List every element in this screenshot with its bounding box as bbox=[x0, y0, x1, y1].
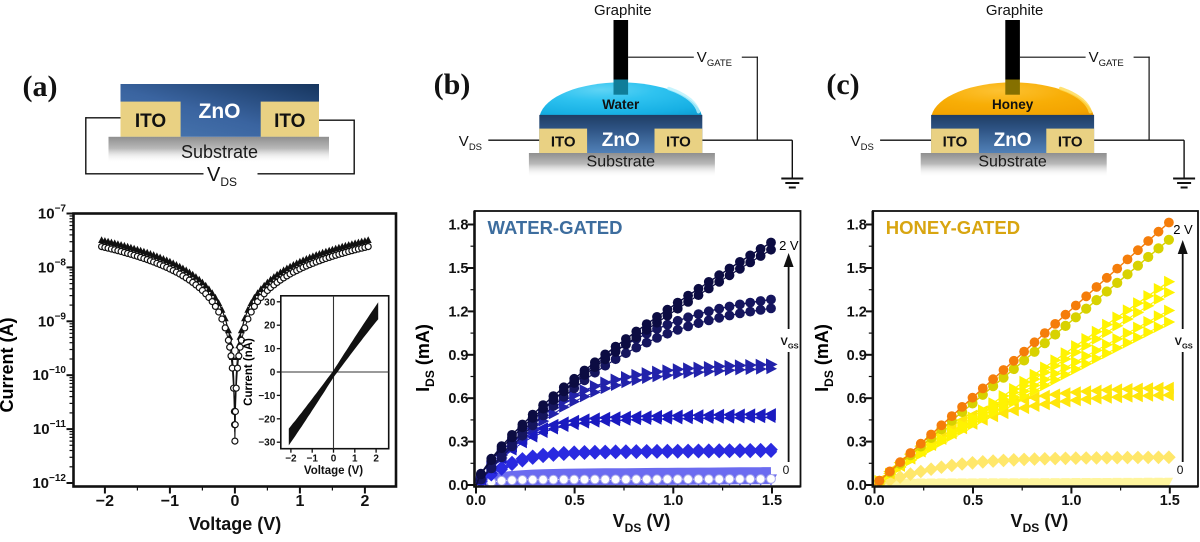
svg-text:0.6: 0.6 bbox=[847, 391, 867, 407]
svg-text:Voltage (V): Voltage (V) bbox=[189, 514, 282, 534]
svg-text:30: 30 bbox=[264, 297, 276, 308]
svg-text:ITO: ITO bbox=[943, 134, 968, 151]
svg-text:1: 1 bbox=[352, 454, 358, 465]
svg-text:1.0: 1.0 bbox=[1061, 493, 1081, 509]
svg-text:(c): (c) bbox=[826, 68, 859, 101]
svg-text:1.0: 1.0 bbox=[663, 493, 683, 509]
svg-text:0.9: 0.9 bbox=[847, 348, 867, 364]
svg-text:1.5: 1.5 bbox=[847, 261, 867, 277]
svg-text:0.3: 0.3 bbox=[847, 435, 867, 451]
svg-text:Voltage (V): Voltage (V) bbox=[304, 465, 363, 477]
svg-text:0.0: 0.0 bbox=[466, 493, 486, 509]
svg-text:1.2: 1.2 bbox=[448, 304, 468, 320]
svg-text:1.5: 1.5 bbox=[762, 493, 782, 509]
svg-text:ITO: ITO bbox=[666, 134, 691, 151]
svg-text:−2: −2 bbox=[285, 454, 297, 465]
svg-text:0: 0 bbox=[230, 493, 239, 510]
svg-text:−2: −2 bbox=[96, 493, 114, 510]
svg-text:(b): (b) bbox=[434, 68, 471, 101]
svg-text:−20: −20 bbox=[258, 414, 275, 425]
svg-text:−1: −1 bbox=[161, 493, 179, 510]
svg-text:ITO: ITO bbox=[1058, 134, 1083, 151]
svg-text:ZnO: ZnO bbox=[994, 130, 1032, 151]
svg-text:2 V: 2 V bbox=[779, 238, 799, 253]
svg-text:ITO: ITO bbox=[135, 111, 166, 132]
svg-text:Current (nA): Current (nA) bbox=[243, 338, 255, 406]
svg-text:−10: −10 bbox=[258, 391, 275, 402]
svg-text:Honey: Honey bbox=[992, 97, 1034, 112]
svg-text:−30: −30 bbox=[258, 438, 275, 449]
svg-text:1.8: 1.8 bbox=[847, 218, 867, 234]
svg-text:Current (A): Current (A) bbox=[0, 318, 17, 413]
svg-text:−1: −1 bbox=[306, 454, 318, 465]
svg-text:Substrate: Substrate bbox=[978, 154, 1047, 171]
svg-text:2: 2 bbox=[373, 454, 379, 465]
svg-text:0.0: 0.0 bbox=[448, 478, 468, 494]
svg-text:Graphite: Graphite bbox=[986, 2, 1044, 19]
svg-text:0: 0 bbox=[331, 454, 337, 465]
svg-text:Substrate: Substrate bbox=[587, 154, 656, 171]
svg-text:2: 2 bbox=[360, 493, 369, 510]
svg-text:1: 1 bbox=[295, 493, 304, 510]
svg-text:1.8: 1.8 bbox=[448, 218, 468, 234]
svg-text:0.3: 0.3 bbox=[448, 435, 468, 451]
svg-text:0.9: 0.9 bbox=[448, 348, 468, 364]
svg-text:0: 0 bbox=[1177, 463, 1184, 477]
svg-text:10: 10 bbox=[264, 344, 276, 355]
svg-text:ITO: ITO bbox=[551, 134, 576, 151]
svg-text:Substrate: Substrate bbox=[181, 142, 258, 162]
svg-text:0.6: 0.6 bbox=[448, 391, 468, 407]
svg-text:(a): (a) bbox=[23, 70, 58, 103]
svg-text:0.5: 0.5 bbox=[963, 493, 983, 509]
svg-text:WATER-GATED: WATER-GATED bbox=[488, 217, 623, 238]
svg-text:0: 0 bbox=[783, 463, 790, 477]
svg-text:0.0: 0.0 bbox=[864, 493, 884, 509]
svg-text:ZnO: ZnO bbox=[602, 130, 640, 151]
svg-text:2 V: 2 V bbox=[1173, 222, 1193, 237]
svg-text:1.2: 1.2 bbox=[847, 304, 867, 320]
svg-text:20: 20 bbox=[264, 321, 276, 332]
svg-text:0.0: 0.0 bbox=[847, 478, 867, 494]
svg-text:Water: Water bbox=[602, 97, 640, 112]
svg-text:1.5: 1.5 bbox=[1160, 493, 1180, 509]
svg-text:1.5: 1.5 bbox=[448, 261, 468, 277]
svg-text:HONEY-GATED: HONEY-GATED bbox=[886, 217, 1020, 238]
svg-text:ITO: ITO bbox=[274, 111, 305, 132]
svg-text:0.5: 0.5 bbox=[565, 493, 585, 509]
svg-text:ZnO: ZnO bbox=[199, 100, 241, 123]
svg-text:0: 0 bbox=[270, 368, 276, 379]
svg-text:Graphite: Graphite bbox=[594, 2, 652, 19]
